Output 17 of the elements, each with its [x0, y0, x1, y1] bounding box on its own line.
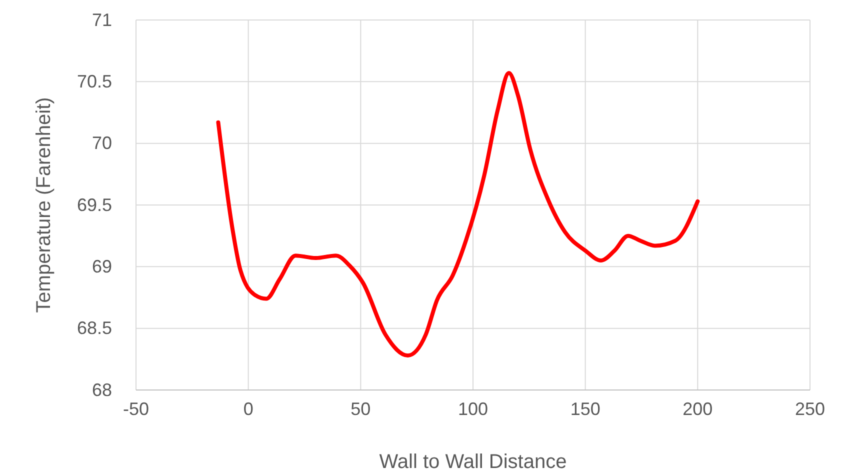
- line-series: [216, 71, 700, 358]
- x-axis-title: Wall to Wall Distance: [379, 451, 567, 473]
- y-tick-label: 68: [92, 380, 112, 400]
- x-tick-label: -50: [122, 398, 150, 419]
- x-tick-label: 50: [350, 398, 371, 419]
- y-tick-label: 69: [92, 256, 112, 276]
- x-tick-label: 200: [682, 398, 713, 419]
- x-tick-label: 100: [458, 398, 488, 419]
- y-tick-label: 70: [92, 133, 112, 154]
- x-tick-label: 250: [794, 398, 826, 419]
- y-tick-label: 68.5: [76, 318, 112, 338]
- y-tick-label: 69.5: [76, 194, 112, 215]
- y-axis-title: Temperature (Farenheit): [33, 97, 55, 313]
- x-tick-label: 0: [243, 398, 254, 419]
- x-tick-label: 150: [570, 398, 600, 419]
- y-tick-label: 71: [92, 10, 112, 30]
- y-tick-label: 70.5: [76, 71, 112, 92]
